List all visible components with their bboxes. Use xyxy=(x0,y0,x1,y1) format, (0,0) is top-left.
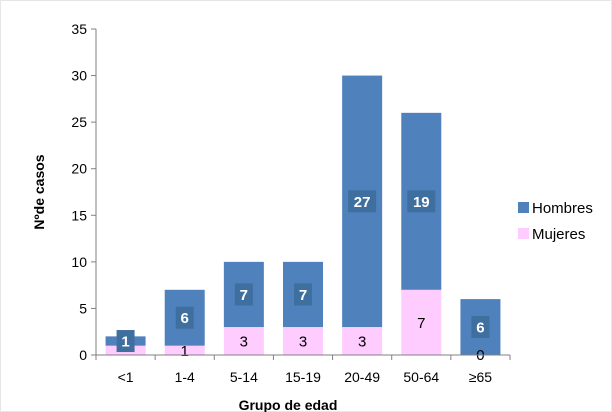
x-tick-label-5-14: 5-14 xyxy=(230,369,258,385)
y-tick-label-0: 0 xyxy=(79,347,87,363)
legend-swatch-hombres xyxy=(518,202,529,213)
data-label-mujeres-5-14: 3 xyxy=(240,334,248,351)
data-label-mujeres-50-64: 7 xyxy=(417,315,425,332)
data-label-box xyxy=(234,283,253,306)
x-axis-ticks: <1 1-4 5-14 15-19 20-49 50-64 ≥65 xyxy=(95,355,511,385)
y-axis-ticks: 0 5 10 15 20 25 30 35 xyxy=(71,21,96,363)
data-label-hombres-20-49: 27 xyxy=(354,194,371,211)
legend: Hombres Mujeres xyxy=(518,200,593,243)
bar-mujeres-20-49 xyxy=(342,327,383,355)
data-label-hombres-1-4: 6 xyxy=(181,310,189,327)
data-label-box xyxy=(294,283,312,306)
y-tick-label-35: 35 xyxy=(71,21,87,37)
data-label-hombres-15-19: 7 xyxy=(299,287,307,304)
data-label-mujeres-20-49: 3 xyxy=(358,334,366,351)
legend-label-hombres: Hombres xyxy=(532,200,593,217)
data-label-box xyxy=(471,316,490,339)
data-label-box xyxy=(348,190,377,213)
bar-mujeres-5-14 xyxy=(223,327,264,355)
x-tick-label-1-4: 1-4 xyxy=(175,369,195,385)
bar-mujeres-50-64 xyxy=(401,289,442,355)
data-label-hombres-50-64: 19 xyxy=(413,194,430,211)
data-label-box xyxy=(407,190,436,213)
data-label-hombres-65: 6 xyxy=(476,320,484,337)
data-label-mujeres-15-19: 3 xyxy=(299,334,307,351)
y-tick-label-5: 5 xyxy=(79,300,87,316)
data-label-hombres-1: 1 xyxy=(121,334,129,351)
y-tick-label-10: 10 xyxy=(71,254,87,270)
data-label-box xyxy=(175,306,194,329)
data-label-hombres-5-14: 7 xyxy=(240,287,248,304)
y-tick-label-30: 30 xyxy=(71,68,87,84)
y-tick-label-25: 25 xyxy=(71,114,87,130)
data-label-mujeres-1-4: 1 xyxy=(181,343,189,360)
x-tick-label-15-19: 15-19 xyxy=(285,369,321,385)
x-axis-title: Grupo de edad xyxy=(239,397,338,412)
y-axis-title: Nºde casos xyxy=(31,154,47,229)
y-tick-label-20: 20 xyxy=(71,161,87,177)
legend-label-mujeres: Mujeres xyxy=(532,226,585,243)
x-tick-label-50-64: 50-64 xyxy=(403,369,439,385)
x-tick-label-65: ≥65 xyxy=(469,369,492,385)
data-label-box xyxy=(116,330,135,353)
legend-swatch-mujeres xyxy=(518,228,529,239)
x-tick-label-1: <1 xyxy=(118,369,134,385)
bar-mujeres-15-19 xyxy=(283,327,323,355)
bar-mujeres-1-4 xyxy=(164,345,205,355)
x-tick-label-20-49: 20-49 xyxy=(344,369,380,385)
y-tick-label-15: 15 xyxy=(71,207,87,223)
